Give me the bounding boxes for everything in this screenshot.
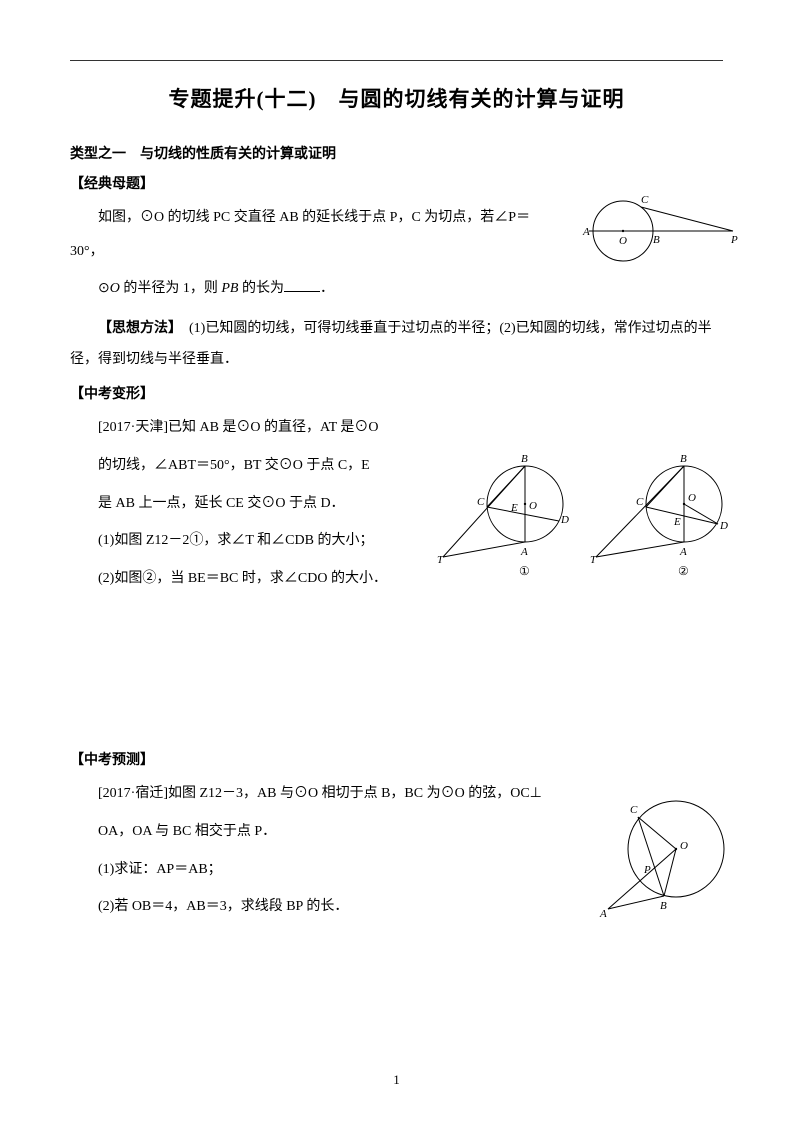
figure-variant-1: T A B C D E O ① bbox=[433, 449, 583, 579]
classic-line2: ⊙O 的半径为 1，则 PB 的长为． bbox=[70, 272, 553, 306]
svg-text:C: C bbox=[636, 496, 644, 508]
variant-l1: [2017·天津]已知 AB 是⊙O 的直径，AT 是⊙O bbox=[70, 411, 433, 445]
classic-problem: 如图，⊙O 的切线 PC 交直径 AB 的延长线于点 P，C 为切点，若∠P＝3… bbox=[70, 201, 723, 306]
predict-l3: (1)求证：AP＝AB； bbox=[70, 853, 563, 887]
answer-blank bbox=[284, 278, 320, 292]
predict-l1: [2017·宿迁]如图 Z12－3，AB 与⊙O 相切于点 B，BC 为⊙O 的… bbox=[70, 777, 563, 811]
svg-text:B: B bbox=[653, 234, 660, 246]
figure-variant-2: T A B C D E O ② bbox=[588, 449, 738, 579]
variant-l4: (1)如图 Z12－2①，求∠T 和∠CDB 的大小； bbox=[70, 524, 433, 558]
predict-label: 【中考预测】 bbox=[70, 749, 723, 769]
figure-classic: A O B P C bbox=[573, 189, 743, 265]
page-number: 1 bbox=[0, 1072, 793, 1088]
type1-heading: 类型之一 与切线的性质有关的计算或证明 bbox=[70, 143, 723, 163]
svg-text:P: P bbox=[730, 234, 738, 246]
classic-line1: 如图，⊙O 的切线 PC 交直径 AB 的延长线于点 P，C 为切点，若∠P＝3… bbox=[70, 201, 553, 268]
svg-text:A: A bbox=[679, 546, 687, 558]
svg-text:T: T bbox=[437, 554, 444, 566]
page-title: 专题提升(十二) 与圆的切线有关的计算与证明 bbox=[70, 83, 723, 113]
svg-text:O: O bbox=[619, 235, 627, 247]
svg-text:O: O bbox=[529, 500, 537, 512]
svg-text:O: O bbox=[680, 840, 688, 852]
variant-l3: 是 AB 上一点，延长 CE 交⊙O 于点 D． bbox=[70, 487, 433, 521]
svg-text:D: D bbox=[560, 514, 569, 526]
svg-text:C: C bbox=[630, 804, 638, 816]
svg-text:O: O bbox=[688, 492, 696, 504]
svg-text:D: D bbox=[719, 520, 728, 532]
svg-text:C: C bbox=[477, 496, 485, 508]
svg-text:B: B bbox=[680, 453, 687, 465]
variant-l5: (2)如图②，当 BE＝BC 时，求∠CDO 的大小． bbox=[70, 562, 433, 596]
svg-text:E: E bbox=[673, 516, 681, 528]
svg-text:A: A bbox=[520, 546, 528, 558]
method-block: 【思想方法】 (1)已知圆的切线，可得切线垂直于过切点的半径；(2)已知圆的切线… bbox=[70, 314, 723, 376]
classic-line2-text: ⊙O 的半径为 1，则 PB 的长为 bbox=[98, 281, 284, 296]
svg-text:②: ② bbox=[678, 564, 689, 578]
svg-text:T: T bbox=[590, 554, 597, 566]
page-top-rule bbox=[70, 60, 723, 61]
svg-text:P: P bbox=[643, 864, 651, 876]
svg-text:A: A bbox=[582, 226, 590, 238]
svg-text:B: B bbox=[660, 900, 667, 912]
svg-text:E: E bbox=[510, 502, 518, 514]
spacer bbox=[70, 601, 723, 741]
variant-label: 【中考变形】 bbox=[70, 383, 723, 403]
figure-predict: A B C O P bbox=[598, 787, 738, 922]
svg-text:B: B bbox=[521, 453, 528, 465]
predict-l4: (2)若 OB＝4，AB＝3，求线段 BP 的长． bbox=[70, 890, 563, 924]
predict-problem: [2017·宿迁]如图 Z12－3，AB 与⊙O 相切于点 B，BC 为⊙O 的… bbox=[70, 777, 723, 923]
svg-text:A: A bbox=[599, 908, 607, 920]
method-label: 【思想方法】 bbox=[98, 321, 175, 336]
svg-text:①: ① bbox=[519, 564, 530, 578]
svg-text:C: C bbox=[641, 194, 649, 206]
variant-l2: 的切线，∠ABT＝50°，BT 交⊙O 于点 C，E bbox=[70, 449, 433, 483]
predict-l2: OA，OA 与 BC 相交于点 P． bbox=[70, 815, 563, 849]
variant-problem: [2017·天津]已知 AB 是⊙O 的直径，AT 是⊙O 的切线，∠ABT＝5… bbox=[70, 411, 723, 595]
